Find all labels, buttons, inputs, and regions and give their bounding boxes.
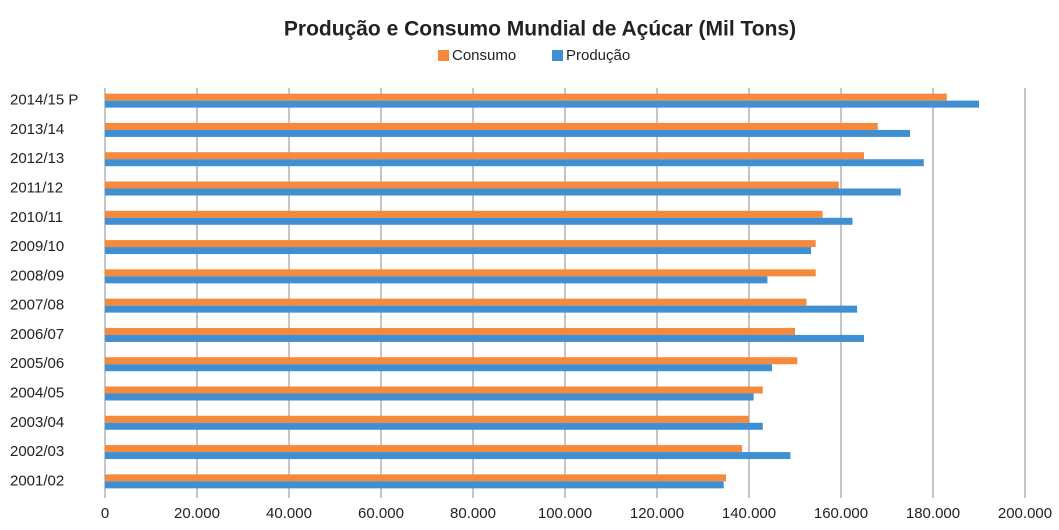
x-tick-label: 100.000 [538,505,592,522]
bar [105,217,853,225]
bar [105,210,823,218]
y-tick-label: 2013/14 [10,121,64,138]
legend-label: Consumo [452,47,516,64]
bar [105,188,901,196]
y-tick-label: 2001/02 [10,472,64,489]
bar [105,357,798,365]
bar [105,364,772,372]
y-tick-label: 2009/10 [10,238,64,255]
bar [105,481,724,489]
x-tick-label: 120.000 [630,505,684,522]
x-tick-label: 20.000 [174,505,220,522]
bar [105,334,864,342]
bar [105,240,816,248]
y-tick-label: 2011/12 [10,179,63,196]
y-tick-label: 2006/07 [10,326,64,343]
bar [105,422,763,430]
y-tick-label: 2014/15 P [10,92,78,109]
bar [105,415,749,423]
bar [105,100,979,108]
bar [105,181,839,189]
bar [105,247,812,255]
y-tick-label: 2003/04 [10,414,64,431]
x-tick-label: 60.000 [358,505,404,522]
y-tick-label: 2007/08 [10,297,64,314]
x-tick-label: 140.000 [722,505,776,522]
bar [105,122,878,130]
bar [105,159,924,167]
bar [105,276,768,284]
bar [105,393,754,401]
bar [105,305,858,313]
x-tick-label: 180.000 [906,505,960,522]
bar [105,386,763,394]
x-tick-label: 200.000 [998,505,1052,522]
chart-title: Produção e Consumo Mundial de Açúcar (Mi… [284,18,796,41]
y-tick-label: 2012/13 [10,150,64,167]
bar [105,93,947,101]
x-tick-label: 0 [101,505,109,522]
legend-label: Produção [566,47,630,64]
bar [105,152,864,160]
y-tick-label: 2008/09 [10,267,64,284]
bar [105,452,791,460]
y-tick-label: 2004/05 [10,384,64,401]
x-tick-label: 160.000 [814,505,868,522]
x-tick-label: 80.000 [450,505,496,522]
bar [105,445,743,453]
legend-swatch [552,50,563,61]
bar [105,474,726,482]
bar [105,327,795,335]
y-tick-label: 2005/06 [10,355,64,372]
bar [105,298,807,306]
y-tick-label: 2002/03 [10,443,64,460]
legend-swatch [438,50,449,61]
y-tick-label: 2010/11 [10,209,63,226]
x-tick-label: 40.000 [266,505,312,522]
bar [105,269,816,277]
bar [105,129,910,137]
